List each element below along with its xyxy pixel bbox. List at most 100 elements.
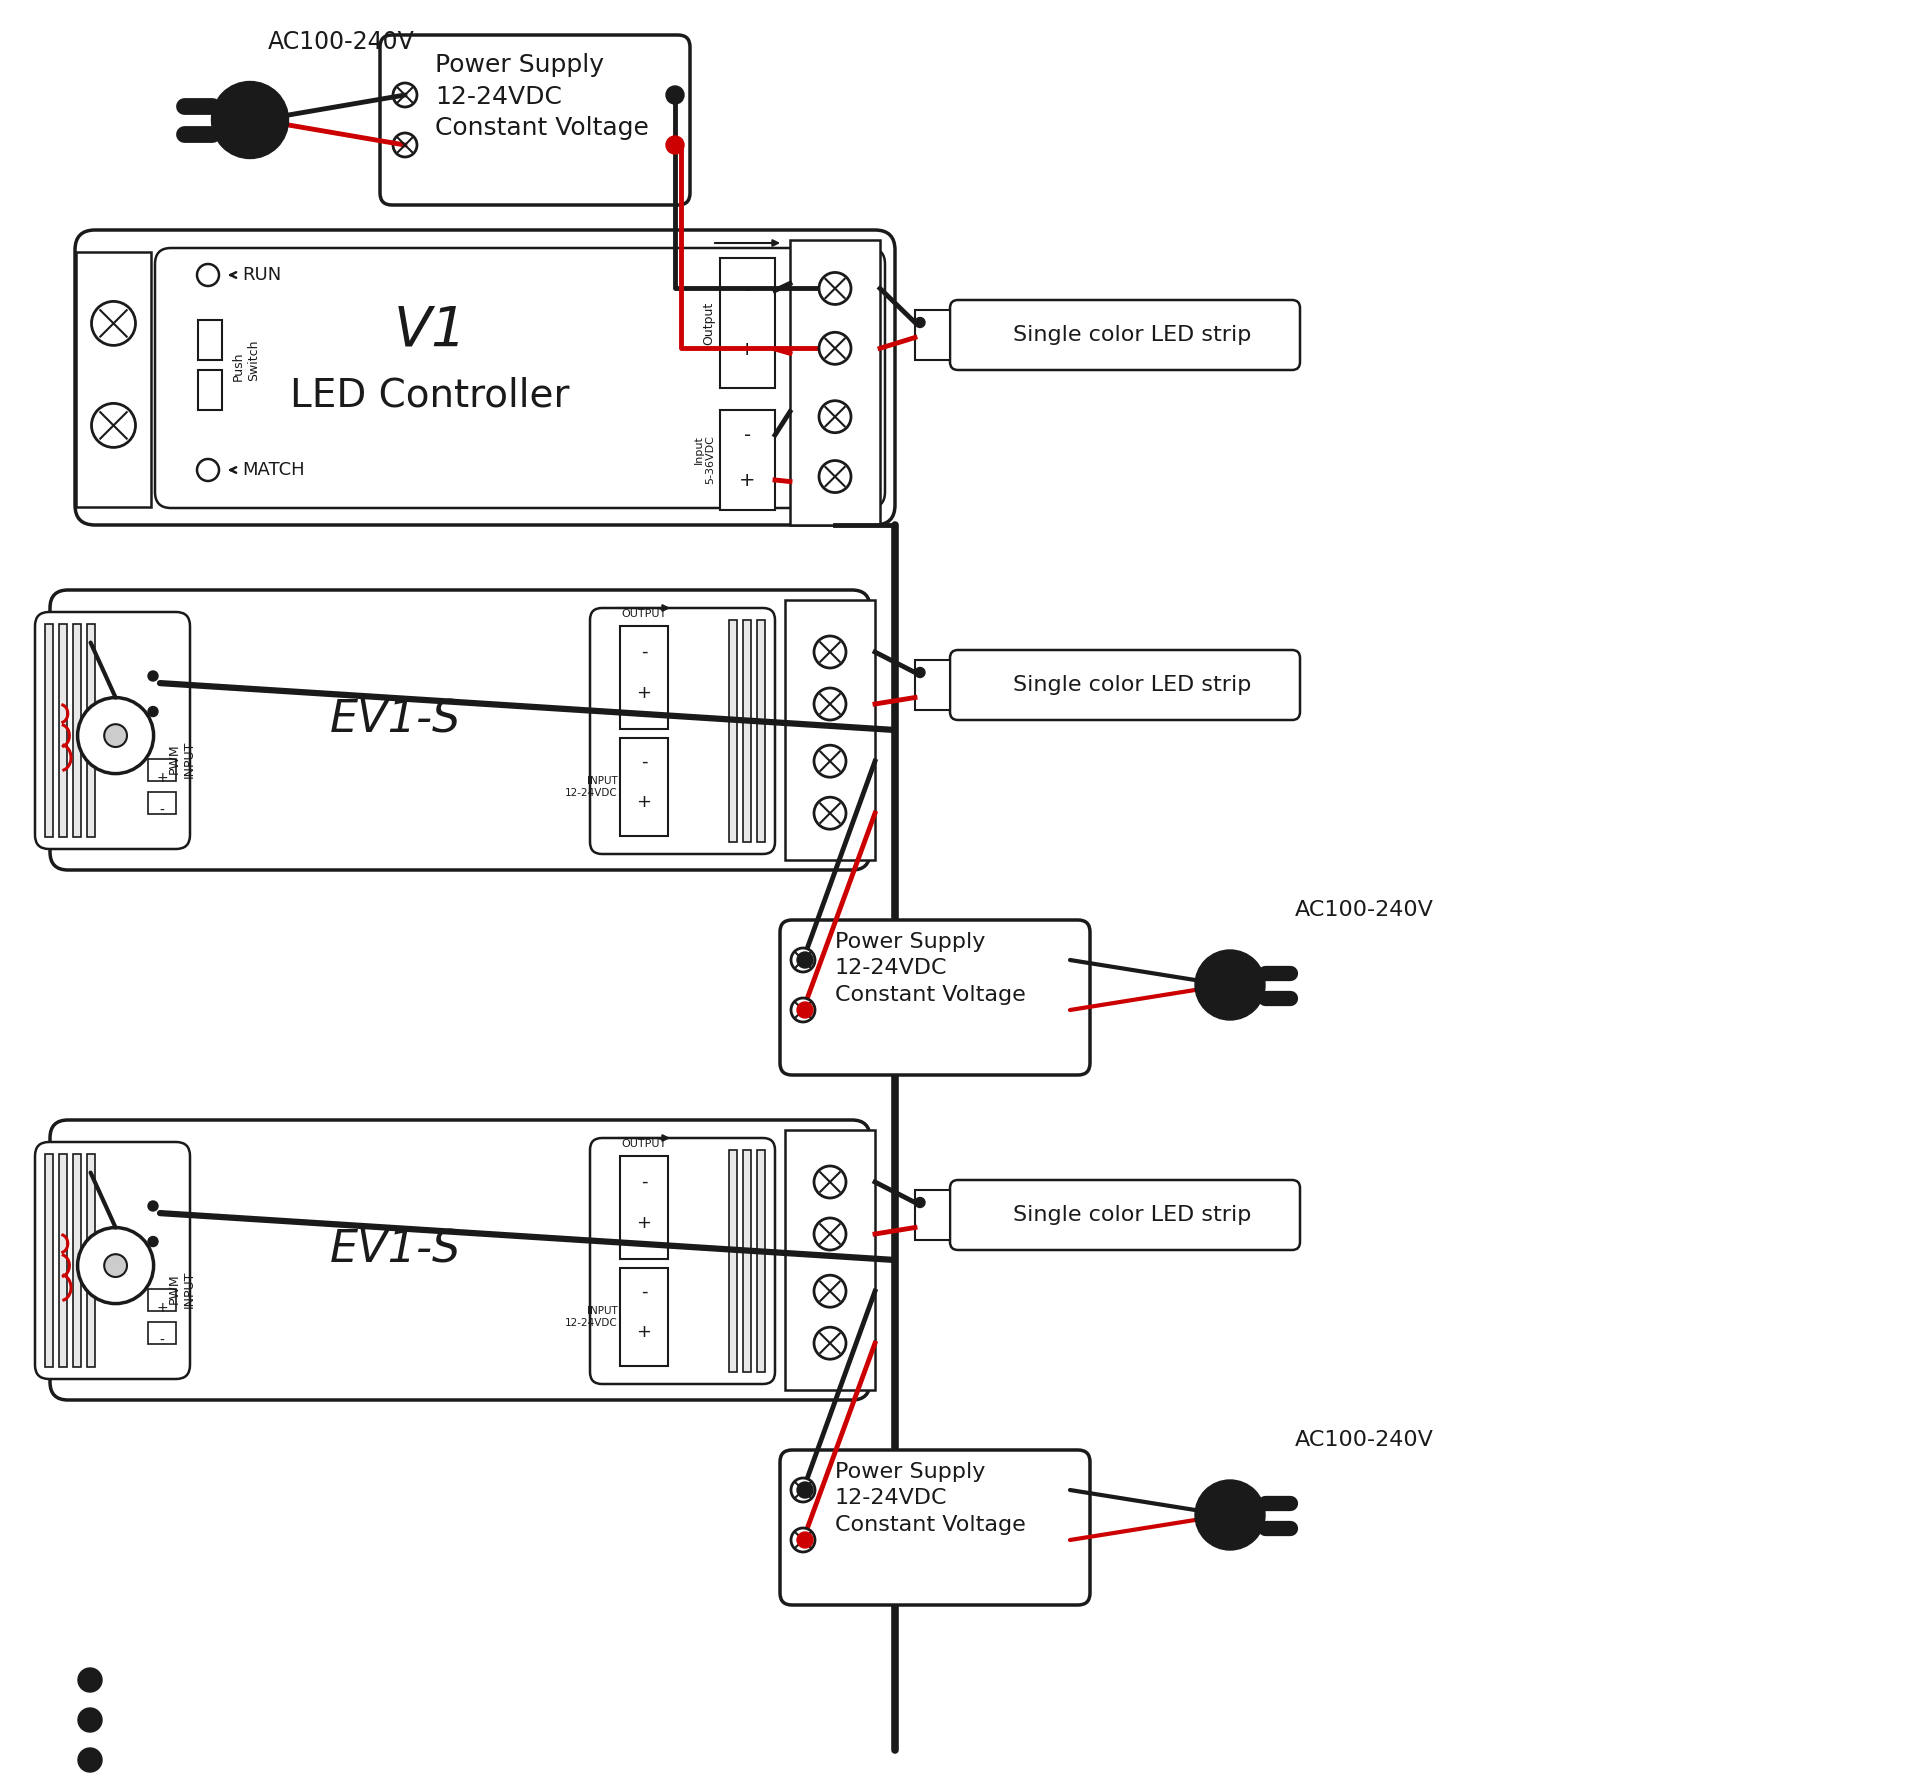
Text: +: +	[739, 471, 756, 489]
Bar	[44, 1154, 54, 1367]
Circle shape	[814, 1326, 847, 1358]
Bar	[743, 621, 751, 843]
Circle shape	[1194, 949, 1265, 1021]
Circle shape	[666, 85, 684, 103]
Circle shape	[820, 461, 851, 493]
Circle shape	[1194, 1479, 1265, 1550]
Text: RUN: RUN	[242, 267, 280, 284]
Text: -: -	[743, 425, 751, 444]
FancyBboxPatch shape	[780, 919, 1091, 1076]
FancyBboxPatch shape	[50, 1120, 870, 1399]
Bar	[720, 258, 776, 388]
FancyBboxPatch shape	[950, 651, 1300, 720]
Text: -: -	[641, 1284, 647, 1301]
Bar	[148, 759, 177, 781]
Text: +: +	[156, 772, 167, 784]
Text: AC100-240V: AC100-240V	[269, 30, 415, 53]
Text: Single color LED strip: Single color LED strip	[1014, 325, 1252, 345]
FancyBboxPatch shape	[589, 608, 776, 853]
FancyBboxPatch shape	[35, 1141, 190, 1380]
Circle shape	[77, 1227, 154, 1303]
Bar	[916, 309, 950, 359]
Text: Power Supply
12-24VDC
Constant Voltage: Power Supply 12-24VDC Constant Voltage	[436, 53, 649, 140]
Circle shape	[104, 1253, 127, 1277]
Text: +: +	[637, 1323, 651, 1341]
Text: -: -	[641, 754, 647, 772]
Text: Output: Output	[703, 302, 714, 345]
Circle shape	[198, 459, 219, 482]
Text: AC100-240V: AC100-240V	[1294, 1430, 1434, 1451]
Bar	[148, 1289, 177, 1310]
Circle shape	[916, 1198, 925, 1207]
Text: OUTPUT: OUTPUT	[622, 1140, 666, 1149]
Text: V1: V1	[394, 304, 467, 357]
Bar	[198, 320, 223, 359]
Circle shape	[797, 1533, 812, 1549]
Circle shape	[79, 1709, 102, 1732]
Bar	[620, 738, 668, 836]
Circle shape	[797, 1003, 812, 1019]
Circle shape	[394, 133, 417, 156]
Bar	[148, 1323, 177, 1344]
Bar	[73, 1154, 81, 1367]
Text: INPUT
12-24VDC: INPUT 12-24VDC	[564, 775, 618, 798]
Circle shape	[666, 135, 684, 155]
Bar	[73, 624, 81, 837]
Text: EV1-S: EV1-S	[330, 1229, 461, 1271]
Circle shape	[394, 84, 417, 107]
Text: +: +	[637, 793, 651, 811]
Circle shape	[148, 1236, 157, 1246]
Circle shape	[148, 1200, 157, 1211]
FancyBboxPatch shape	[75, 229, 895, 525]
Circle shape	[92, 404, 136, 448]
Bar	[86, 1154, 94, 1367]
Circle shape	[814, 1166, 847, 1198]
Circle shape	[77, 697, 154, 773]
Circle shape	[814, 1218, 847, 1250]
Text: MATCH: MATCH	[242, 461, 305, 478]
Text: AC100-240V: AC100-240V	[1294, 900, 1434, 919]
Bar	[743, 1150, 751, 1373]
Circle shape	[148, 670, 157, 681]
Circle shape	[797, 1483, 812, 1499]
Text: Single color LED strip: Single color LED strip	[1014, 676, 1252, 695]
FancyBboxPatch shape	[35, 612, 190, 850]
Bar	[620, 1268, 668, 1366]
Bar	[86, 624, 94, 837]
Text: -: -	[159, 1334, 165, 1348]
FancyBboxPatch shape	[950, 300, 1300, 370]
Text: +: +	[637, 685, 651, 702]
Bar	[730, 1150, 737, 1373]
Bar	[720, 411, 776, 510]
Bar	[789, 240, 879, 525]
Text: +: +	[739, 340, 756, 359]
Circle shape	[79, 1668, 102, 1693]
Bar	[730, 621, 737, 843]
FancyBboxPatch shape	[380, 36, 689, 204]
Bar	[785, 599, 876, 861]
Bar	[148, 793, 177, 814]
Circle shape	[814, 745, 847, 777]
Circle shape	[791, 997, 814, 1022]
Circle shape	[820, 400, 851, 432]
Text: Single color LED strip: Single color LED strip	[1014, 1205, 1252, 1225]
Bar	[620, 626, 668, 729]
Text: -: -	[641, 644, 647, 661]
Text: LED Controller: LED Controller	[290, 375, 570, 414]
Text: +: +	[156, 1301, 167, 1316]
FancyBboxPatch shape	[156, 247, 885, 509]
Bar	[756, 1150, 764, 1373]
Text: Power Supply
12-24VDC
Constant Voltage: Power Supply 12-24VDC Constant Voltage	[835, 1462, 1025, 1534]
Circle shape	[148, 706, 157, 717]
Bar	[756, 621, 764, 843]
Bar	[198, 370, 223, 411]
Circle shape	[814, 1275, 847, 1307]
Bar	[60, 624, 67, 837]
Circle shape	[814, 688, 847, 720]
Bar	[916, 660, 950, 709]
Text: Push
Switch: Push Switch	[232, 340, 259, 380]
Text: +: +	[637, 1214, 651, 1232]
Circle shape	[820, 272, 851, 304]
Text: -: -	[641, 1173, 647, 1191]
Circle shape	[820, 332, 851, 364]
